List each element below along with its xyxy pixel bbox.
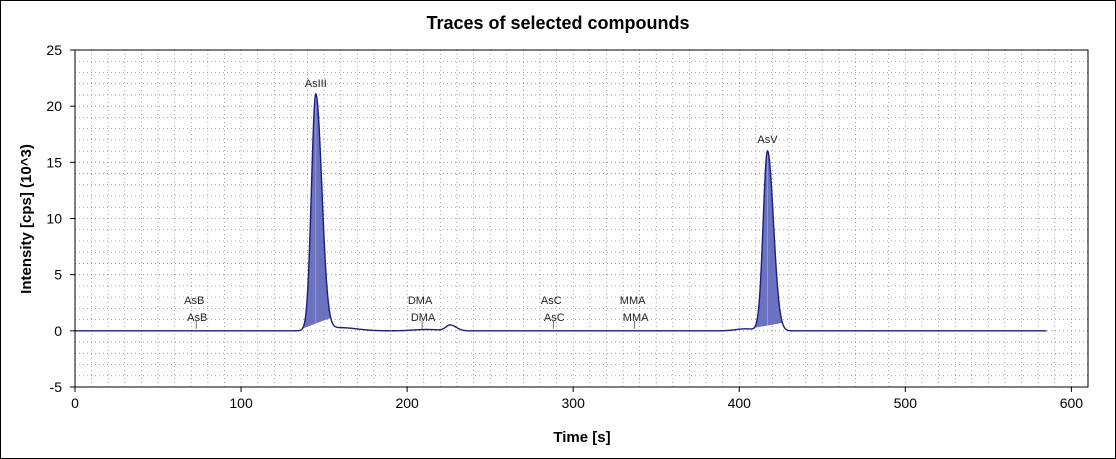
marker-label-top: AsC xyxy=(541,295,562,307)
grid xyxy=(75,50,1088,387)
x-tick-label: 300 xyxy=(562,395,586,411)
trace-line xyxy=(75,92,1047,332)
chart-title: Traces of selected compounds xyxy=(426,13,689,33)
y-tick-label: 20 xyxy=(46,98,62,114)
peak-fill xyxy=(302,93,331,329)
y-tick-label: -5 xyxy=(50,379,63,395)
marker-label-top: DMA xyxy=(408,295,433,307)
y-axis-label: Intensity [cps] (10^3) xyxy=(18,144,35,294)
y-tick-label: 10 xyxy=(46,211,62,227)
y-tick-label: 15 xyxy=(46,154,62,170)
x-axis-label: Time [s] xyxy=(553,429,610,446)
marker-label-bottom: AsB xyxy=(187,312,207,324)
peak-label: AsV xyxy=(757,134,778,146)
peak-fills xyxy=(302,93,783,331)
marker-label-top: AsB xyxy=(184,295,204,307)
plot-area-border xyxy=(74,49,1089,388)
marker-label-bottom: DMA xyxy=(411,312,436,324)
y-tick-label: 0 xyxy=(54,323,62,339)
peak-label: AsIII xyxy=(305,78,327,90)
x-tick-label: 500 xyxy=(894,395,918,411)
x-tick-label: 100 xyxy=(229,395,253,411)
x-tick-label: 0 xyxy=(71,395,79,411)
compound-markers: AsIII AsV AsB AsB DMA DMA AsC AsC MMA MMA xyxy=(184,78,778,329)
y-tick-label: 25 xyxy=(46,42,62,58)
x-tick-label: 200 xyxy=(395,395,419,411)
marker-label-bottom: MMA xyxy=(623,312,649,324)
peak-fill xyxy=(754,150,783,328)
x-tick-label: 400 xyxy=(728,395,752,411)
y-tick-label: 5 xyxy=(54,267,62,283)
marker-label-bottom: AsC xyxy=(544,312,565,324)
marker-label-top: MMA xyxy=(620,295,646,307)
x-tick-label: 600 xyxy=(1060,395,1084,411)
axis-ticks: 0 100 200 300 400 500 600 -5 0 5 10 15 20 25 xyxy=(46,42,1083,411)
